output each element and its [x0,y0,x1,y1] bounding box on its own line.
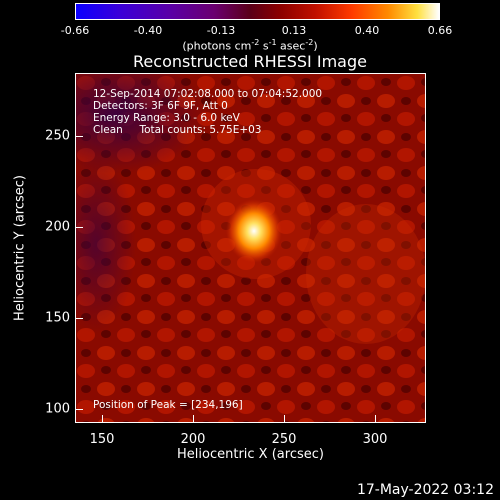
colorbar-tick: -0.40 [133,24,163,37]
x-tick: 150 [89,432,115,447]
x-tick: 250 [271,432,297,447]
info-clean-counts: Clean Total counts: 5.75E+03 [93,124,262,136]
info-energy-range: Energy Range: 3.0 - 6.0 keV [93,112,240,124]
x-axis-label: Heliocentric X (arcsec) [177,447,324,462]
y-tick: 150 [45,310,70,326]
x-tick: 300 [362,432,388,447]
colorbar-tick: -0.13 [206,24,236,37]
info-time-range: 12-Sep-2014 07:02:08.000 to 07:04:52.000 [93,88,323,100]
colorbar-tick: 0.66 [427,24,453,37]
colorbar-tick: -0.66 [60,24,90,37]
rhessi-image [75,73,426,423]
colorbar-tick: 0.40 [354,24,380,37]
y-tick: 200 [45,219,70,235]
y-tick: 100 [45,401,70,417]
render-timestamp: 17-May-2022 03:12 [356,482,494,498]
rhessi-heatmap [76,74,425,422]
info-peak-position: Position of Peak = [234,196] [93,399,243,411]
y-axis-label: Heliocentric Y (arcsec) [12,175,28,321]
info-detectors: Detectors: 3F 6F 9F, Att 0 [93,100,228,112]
x-tick: 200 [180,432,206,447]
flare-source [226,199,282,263]
dark-region [76,154,136,334]
dark-region [76,74,206,174]
colorbar-tick: 0.13 [281,24,307,37]
y-tick: 250 [45,128,70,144]
image-title: Reconstructed RHESSI Image [133,52,367,71]
colorbar-units: (photons cm-2 s-1 asec-2) [182,38,318,53]
colorbar [75,3,440,20]
